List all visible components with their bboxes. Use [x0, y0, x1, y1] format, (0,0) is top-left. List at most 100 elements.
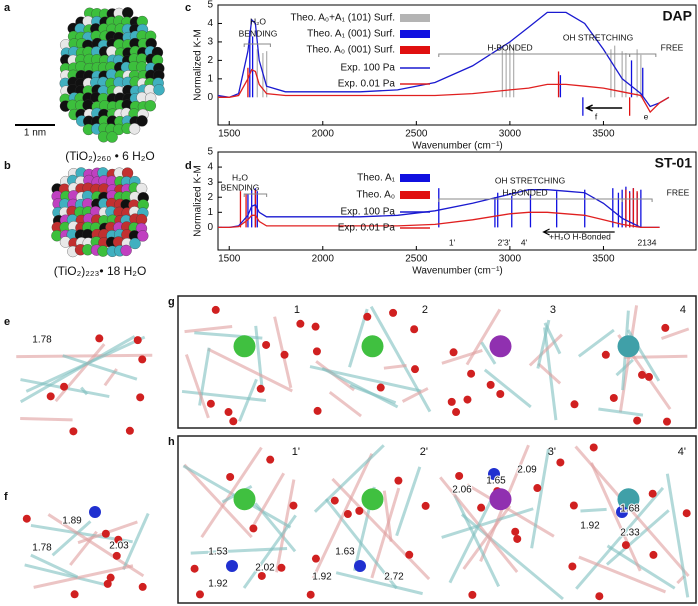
annotation: +H₂O H-Bonded [549, 231, 611, 241]
atom [226, 560, 238, 572]
series-line [218, 68, 670, 114]
legend-label: Theo. A₁ (001) Surf. [307, 29, 395, 40]
bond [183, 463, 253, 539]
atom [190, 564, 199, 573]
atom [296, 319, 305, 328]
atom [589, 443, 598, 452]
x-tick-label: 2000 [312, 254, 335, 265]
atom [649, 550, 658, 559]
bond [311, 453, 374, 580]
bond [51, 520, 92, 557]
bond [401, 387, 429, 403]
annotation: BENDING [221, 182, 260, 192]
x-tick-label: 1500 [218, 254, 241, 265]
annotation: OH STRETCHING [495, 175, 565, 185]
annotation: FREE [661, 42, 684, 52]
atom [106, 131, 118, 143]
atom [682, 509, 691, 518]
legend-label: Exp. 0.01 Pa [338, 223, 396, 234]
subpanel-label: 3 [550, 304, 556, 316]
series-line [217, 11, 670, 108]
distance-label: 1.89 [62, 516, 82, 527]
atom [280, 350, 289, 359]
distance-label: 1.78 [32, 335, 52, 346]
bond [480, 341, 497, 365]
atom [60, 382, 69, 391]
bond [181, 389, 267, 402]
atom [513, 534, 522, 543]
atom [569, 501, 578, 510]
bond [252, 472, 286, 525]
bond [200, 446, 263, 538]
x-tick-label: 3500 [592, 254, 615, 265]
atom [376, 383, 385, 392]
atom [511, 527, 520, 536]
panel-label: h [168, 436, 175, 448]
subpanel-label: 2' [420, 446, 428, 458]
distance-label: 1.65 [486, 476, 506, 487]
panel-label: b [4, 160, 11, 172]
distance-label: 1.68 [620, 504, 640, 515]
y-tick-label: 3 [207, 37, 213, 48]
atom [343, 510, 352, 519]
bond [321, 366, 399, 409]
distance-label: 2.09 [517, 465, 537, 476]
y-tick-label: 3 [207, 177, 213, 188]
bond [537, 362, 562, 385]
atom [633, 416, 642, 425]
atom [70, 590, 79, 599]
distance-label: 1.92 [580, 521, 600, 532]
bond [242, 514, 297, 589]
bond [605, 509, 670, 566]
annotation: 2'3' [498, 237, 511, 247]
atom [106, 573, 115, 582]
arrow [584, 104, 623, 112]
atom [638, 370, 647, 379]
legend-label: Theo. A₀+A₁ (101) Surf. [290, 13, 395, 24]
bracket [243, 193, 268, 197]
bond [483, 368, 532, 409]
subpanel-label: 2 [422, 304, 428, 316]
atom [133, 336, 142, 345]
x-tick-label: 2500 [405, 129, 428, 140]
bond [313, 444, 385, 513]
bond [238, 378, 258, 422]
legend-label: Theo. A₀ [356, 190, 395, 201]
atom [477, 503, 486, 512]
bond [453, 494, 501, 588]
atom [389, 308, 398, 317]
formula: (TiO₂)₂₂₃• 18 H₂O [54, 264, 147, 278]
legend-label: Exp. 0.01 Pa [338, 79, 396, 90]
annotation: f [595, 111, 598, 121]
atom [46, 392, 55, 401]
atom [595, 592, 604, 601]
atom [488, 468, 500, 480]
distance-label: 2.72 [384, 572, 404, 583]
bond [575, 486, 665, 590]
distance-label: 2.03 [109, 541, 129, 552]
y-tick-label: 0 [207, 222, 213, 233]
atom [266, 455, 275, 464]
atom [311, 554, 320, 563]
bond [441, 349, 483, 365]
y-axis-label: Normalized K-M [193, 165, 204, 237]
scale-label: 1 nm [24, 128, 46, 139]
distance-label: 2.33 [620, 528, 640, 539]
bond [194, 331, 263, 340]
atom [621, 541, 630, 550]
atom [136, 115, 148, 127]
panel-label: g [168, 296, 175, 308]
y-tick-label: 1 [207, 73, 213, 84]
panel-label: a [4, 2, 11, 14]
atom [129, 237, 141, 250]
annotation: H₂O [232, 172, 248, 182]
annotation: e [644, 111, 649, 121]
atom [211, 305, 220, 314]
x-tick-label: 1500 [218, 129, 241, 140]
atom [206, 399, 215, 408]
atom [125, 426, 134, 435]
atom [69, 427, 78, 436]
atom [452, 408, 461, 417]
bond [536, 319, 551, 369]
annotation: OH STRETCHING [563, 32, 633, 42]
